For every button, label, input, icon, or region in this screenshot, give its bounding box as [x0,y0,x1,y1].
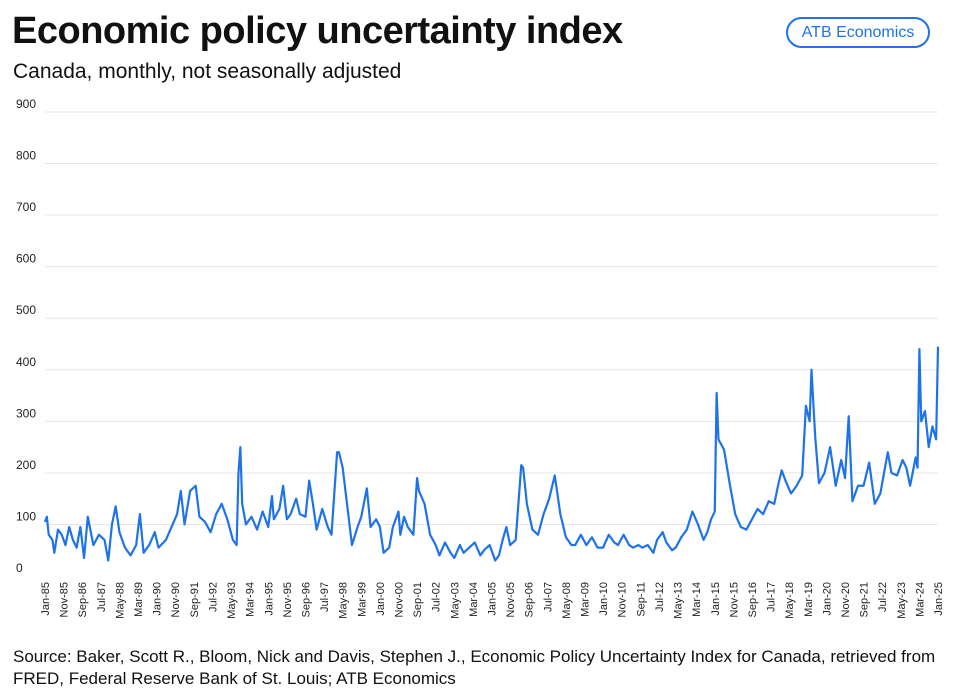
x-tick-label: Mar-04 [468,582,480,617]
y-tick-label: 400 [16,355,36,369]
x-tick-label: Nov-10 [617,582,629,617]
x-tick-label: Sep-11 [635,582,647,617]
x-tick-label: Sep-96 [300,582,312,617]
x-tick-label: Jan-10 [598,582,610,616]
source-note: Source: Baker, Scott R., Bloom, Nick and… [13,647,936,688]
x-tick-label: May-93 [226,582,238,619]
x-tick-label: Jul-02 [431,582,443,612]
x-tick-label: May-88 [114,582,126,619]
x-tick-label: Jan-85 [40,582,52,616]
y-tick-label: 100 [16,509,36,523]
x-tick-label: Jul-07 [542,582,554,612]
x-tick-label: Jan-05 [487,582,499,616]
x-tick-label: Sep-91 [189,582,201,617]
x-tick-label: Jan-95 [263,582,275,616]
x-tick-label: Jan-15 [710,582,722,616]
y-tick-label: 700 [16,200,36,214]
x-tick-label: Jan-25 [933,582,945,616]
y-tick-label: 500 [16,303,36,317]
x-tick-label: Sep-86 [77,582,89,617]
y-tick-label: 800 [16,149,36,163]
series-line-0 [43,346,940,562]
x-tick-label: Jan-90 [152,582,164,616]
x-tick-label: Sep-06 [524,582,536,617]
x-tick-label: Jan-20 [821,582,833,616]
x-tick-label: Mar-24 [914,582,926,617]
x-tick-label: Mar-19 [803,582,815,617]
x-tick-label: Nov-05 [505,582,517,617]
x-tick-label: Nov-90 [170,582,182,617]
x-tick-label: May-13 [673,582,685,619]
x-tick-label: Sep-21 [859,582,871,617]
x-tick-label: Nov-85 [59,582,71,617]
x-tick-label: Nov-15 [728,582,740,617]
x-tick-label: Nov-00 [393,582,405,617]
y-tick-label: 900 [16,97,36,111]
x-tick-label: Mar-89 [133,582,145,617]
x-tick-label: May-23 [896,582,908,619]
chart-subtitle: Canada, monthly, not seasonally adjusted [13,60,402,83]
x-tick-label: Jul-92 [207,582,219,612]
x-tick-label: Jul-22 [877,582,889,612]
brand-badge: ATB Economics [786,17,930,48]
x-tick-label: Jul-12 [654,582,666,612]
x-tick-label: Mar-94 [245,582,257,617]
x-tick-label: Nov-20 [840,582,852,617]
y-tick-label: 0 [16,561,23,575]
y-axis-tick-labels: 0 100 200 300 400 500 600 700 800 900 [16,97,36,575]
series-layer [43,346,940,562]
line-chart: 0 100 200 300 400 500 600 700 800 900 Jan-85 Nov-8… [16,97,945,619]
x-tick-label: Jul-17 [766,582,778,612]
x-tick-label: Jul-87 [96,582,108,612]
x-tick-label: Jan-00 [375,582,387,616]
x-tick-label: Mar-14 [691,582,703,617]
y-tick-label: 300 [16,406,36,420]
y-tick-label: 600 [16,252,36,266]
x-tick-label: Nov-95 [282,582,294,617]
x-tick-label: May-08 [561,582,573,619]
x-tick-label: Jul-97 [319,582,331,612]
x-axis-tick-labels: Jan-85 Nov-85 Sep-86 Jul-87 May-88 Mar-89 Jan-… [40,582,945,619]
x-tick-label: Mar-09 [580,582,592,617]
y-tick-label: 200 [16,458,36,472]
x-tick-label: Sep-16 [747,582,759,617]
x-tick-label: Sep-01 [412,582,424,617]
gridlines [45,111,938,525]
x-tick-label: May-18 [784,582,796,619]
x-tick-label: Mar-99 [356,582,368,617]
x-tick-label: May-98 [338,582,350,619]
x-tick-label: May-03 [449,582,461,619]
chart-title: Economic policy uncertainty index [12,10,623,52]
